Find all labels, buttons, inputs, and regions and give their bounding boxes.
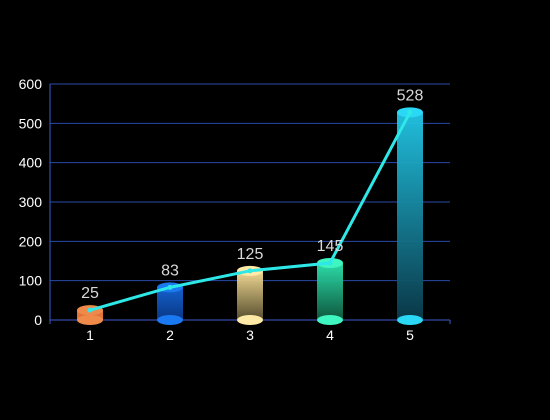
y-tick-label-0: 0 (34, 312, 42, 328)
line-point-2 (167, 284, 173, 290)
label-layer: 25 83 125 145 528 (81, 87, 423, 302)
bar-base-2 (157, 315, 183, 325)
bar-body-2 (157, 287, 183, 320)
data-label-2: 83 (161, 262, 179, 279)
line-point-3 (247, 268, 253, 274)
axis-layer: 0 100 200 300 400 500 600 1 2 3 4 5 (19, 76, 451, 343)
data-label-5: 528 (397, 87, 424, 104)
bar-layer (77, 107, 423, 325)
line-point-1 (87, 307, 93, 313)
grid-layer (50, 83, 450, 321)
bar-base-5 (397, 315, 423, 325)
y-tick-label-200: 200 (19, 233, 43, 249)
x-tick-label-2: 2 (166, 327, 174, 343)
y-tick-label-600: 600 (19, 76, 43, 92)
x-tick-label-4: 4 (326, 327, 334, 343)
y-tick-label-400: 400 (19, 155, 43, 171)
bar-base-3 (237, 315, 263, 325)
bar-4 (317, 257, 343, 325)
line-point-4 (327, 260, 333, 266)
y-tick-label-100: 100 (19, 273, 43, 289)
bar-body-5 (397, 112, 423, 320)
x-tick-label-5: 5 (406, 327, 414, 343)
y-tick-label-300: 300 (19, 194, 43, 210)
bar-body-3 (237, 270, 263, 320)
bar-3 (237, 265, 263, 325)
x-tick-label-1: 1 (86, 327, 94, 343)
data-label-1: 25 (81, 285, 99, 302)
bar-body-4 (317, 262, 343, 320)
bar-5 (397, 107, 423, 325)
line-point-5 (407, 109, 413, 115)
x-tick-label-3: 3 (246, 327, 254, 343)
data-label-3: 125 (237, 246, 264, 263)
line-layer (87, 109, 413, 313)
bar-base-4 (317, 315, 343, 325)
bar-base-1 (77, 315, 103, 325)
data-label-4: 145 (317, 238, 344, 255)
y-tick-label-500: 500 (19, 115, 43, 131)
